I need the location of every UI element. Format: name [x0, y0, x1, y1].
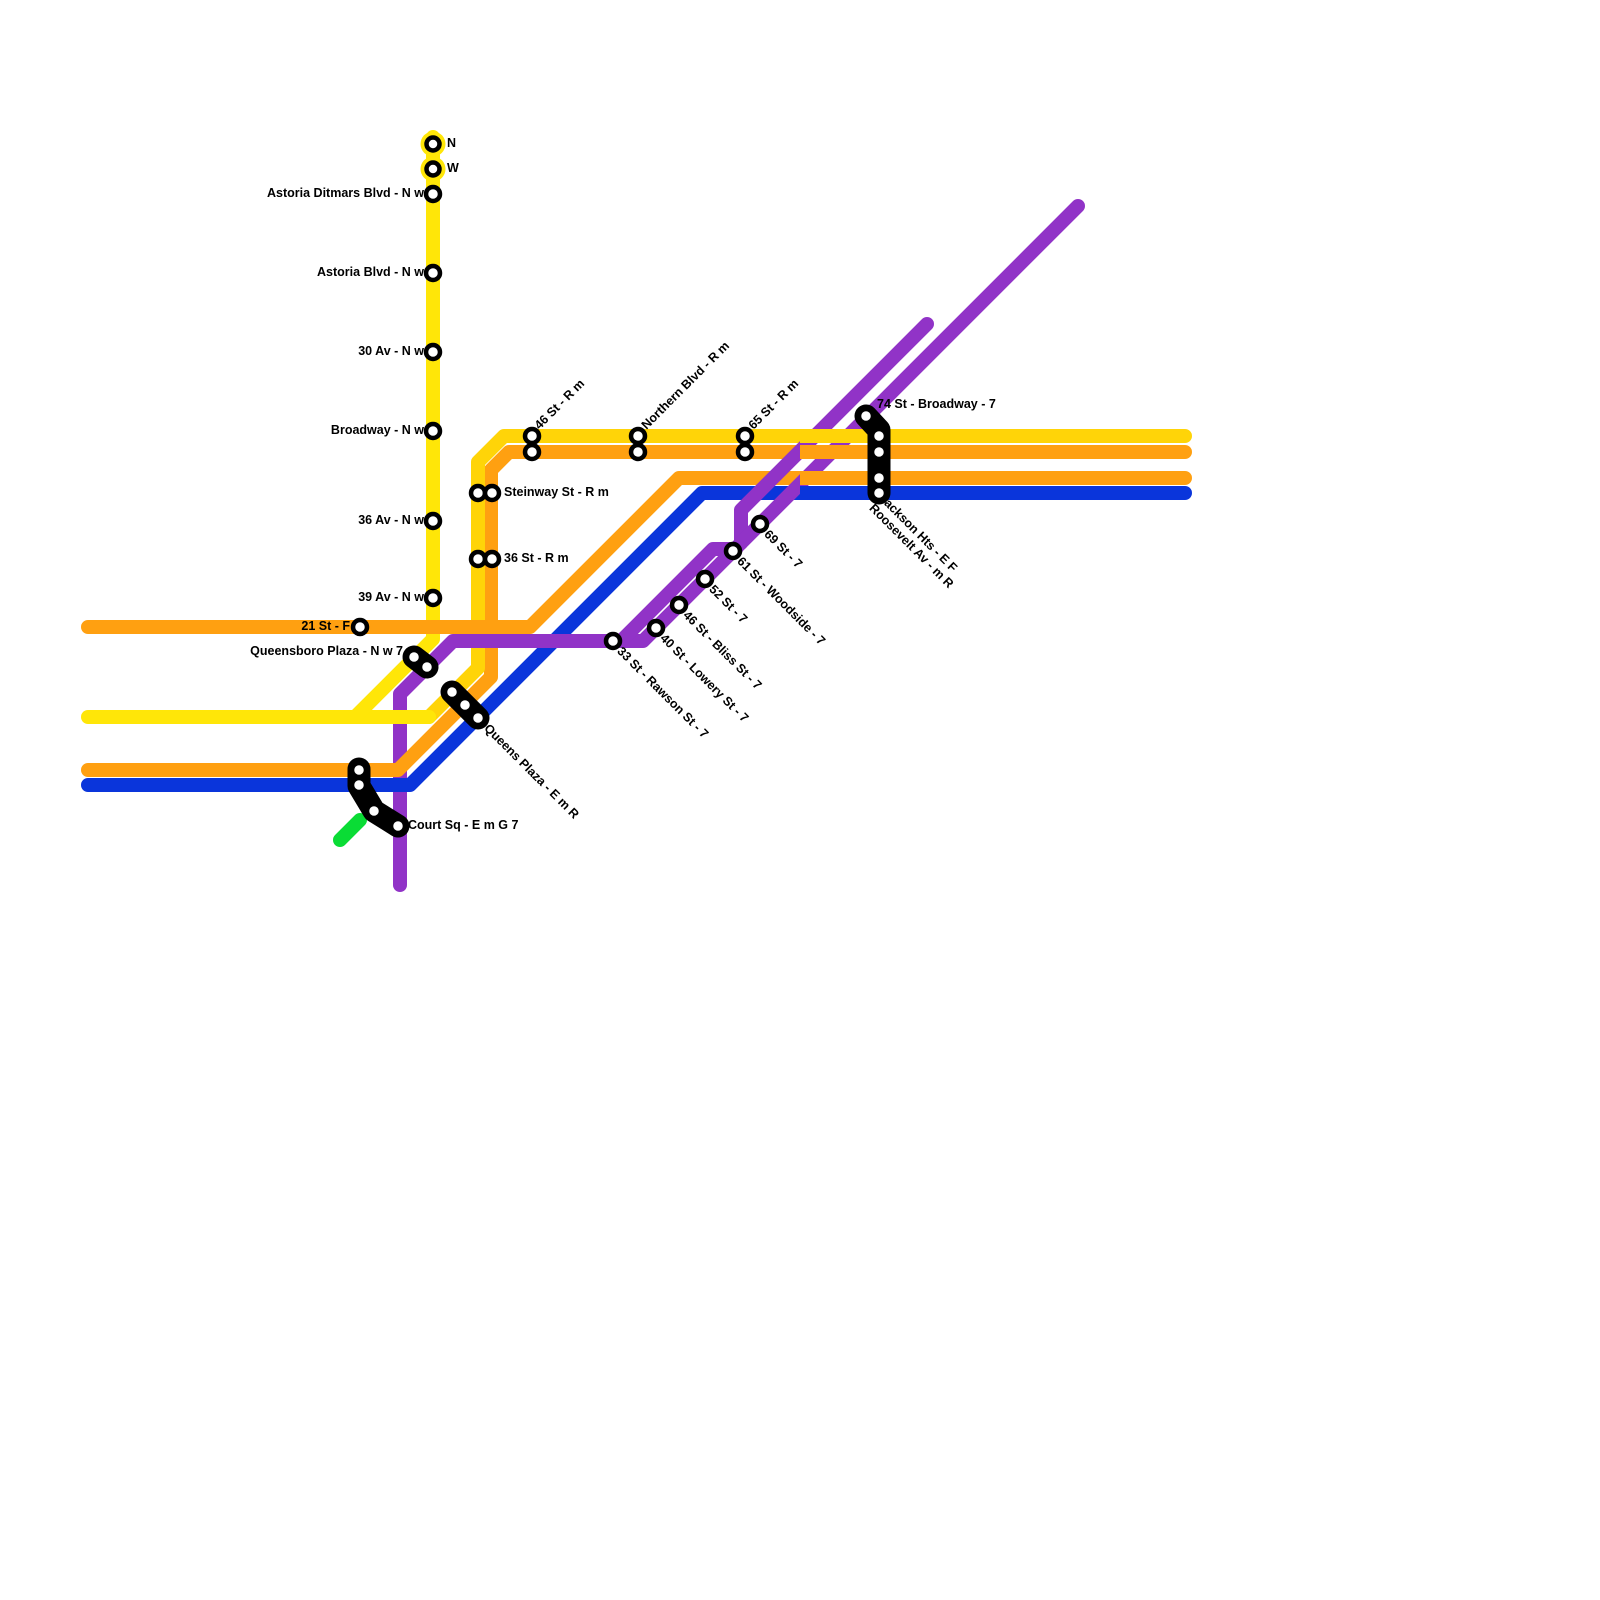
station-33-st-rawson-marker-0	[603, 631, 623, 651]
station-36-av-marker-0	[423, 511, 443, 531]
station-steinway-st-marker-1	[482, 483, 502, 503]
line-m	[81, 445, 1192, 777]
station-74-st-broadway-marker-1	[869, 426, 889, 446]
line-g	[333, 813, 367, 847]
badge-n-marker	[424, 135, 442, 153]
station-40-st-lowery-marker-0	[646, 618, 666, 638]
station-39-av-marker-0	[423, 588, 443, 608]
badge-w-marker	[424, 160, 442, 178]
line-7-main	[393, 199, 1085, 707]
station-36-st-marker-1	[482, 549, 502, 569]
station-astoria-blvd-marker-0	[423, 263, 443, 283]
station-northern-blvd-marker-0	[628, 426, 648, 446]
station-queens-plaza-marker-2	[468, 708, 488, 728]
station-30-av-marker-0	[423, 342, 443, 362]
line-nw-astoria	[348, 130, 440, 724]
station-65-st-marker-1	[735, 442, 755, 462]
station-court-sq-marker-0	[349, 760, 369, 780]
line-7-express-east	[734, 317, 934, 550]
station-northern-blvd-marker-1	[628, 442, 648, 462]
station-46-st-rm-marker-0	[522, 426, 542, 446]
line-r	[422, 429, 1192, 724]
station-46-st-bliss-marker-0	[669, 595, 689, 615]
station-broadway-marker-0	[423, 421, 443, 441]
station-queensboro-plaza-marker-1	[417, 657, 437, 677]
station-46-st-rm-marker-1	[522, 442, 542, 462]
station-queensboro-plaza-marker-0	[404, 647, 424, 667]
station-astoria-ditmars-blvd-marker-0	[423, 184, 443, 204]
station-74-st-broadway-marker-3	[869, 468, 889, 488]
station-queens-plaza-marker-1	[455, 695, 475, 715]
station-court-sq-marker-1	[349, 775, 369, 795]
station-52-st-marker-0	[695, 569, 715, 589]
station-69-st-marker-0	[750, 514, 770, 534]
station-21-st-marker-0	[350, 617, 370, 637]
station-74-st-broadway-marker-4	[869, 483, 889, 503]
station-court-sq-marker-2	[364, 801, 384, 821]
station-74-st-broadway-marker-0	[856, 406, 876, 426]
station-74-st-broadway-marker-2	[869, 442, 889, 462]
station-65-st-marker-0	[735, 426, 755, 446]
station-court-sq-marker-3	[388, 816, 408, 836]
station-61-st-woodside-marker-0	[723, 541, 743, 561]
station-queens-plaza-marker-0	[442, 682, 462, 702]
